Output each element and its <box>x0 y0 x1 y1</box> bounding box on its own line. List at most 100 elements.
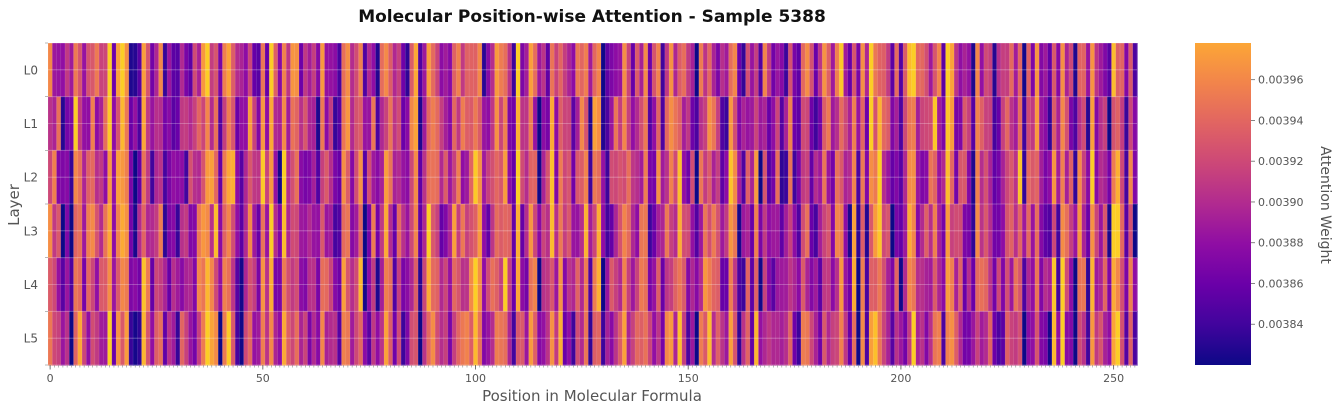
heatmap-cell <box>639 204 645 259</box>
heatmap-cell <box>141 204 147 259</box>
heatmap-cell <box>971 150 976 205</box>
heatmap-cell <box>941 96 947 151</box>
heatmap-cell <box>256 311 262 366</box>
heatmap-cell <box>358 43 364 98</box>
heatmap-cell <box>907 150 913 205</box>
heatmap-cell <box>796 257 802 312</box>
heatmap-cell <box>405 150 411 205</box>
heatmap-cell <box>558 150 564 205</box>
heatmap-cell <box>358 204 364 259</box>
heatmap-cell <box>1017 96 1023 151</box>
heatmap-cell <box>762 96 768 151</box>
heatmap-cell <box>609 96 615 151</box>
heatmap-cell <box>82 150 87 205</box>
heatmap-cell <box>460 204 466 259</box>
heatmap-cell <box>494 43 500 98</box>
heatmap-cell <box>758 257 764 312</box>
heatmap-cell <box>800 43 806 98</box>
heatmap-cell <box>881 311 887 366</box>
heatmap-cell <box>792 150 798 205</box>
heatmap-cell <box>698 204 704 259</box>
heatmap-cell <box>1051 43 1057 98</box>
heatmap-cell <box>554 311 560 366</box>
heatmap-cell <box>56 150 62 205</box>
heatmap-cell <box>520 311 526 366</box>
heatmap-cell <box>337 96 343 151</box>
heatmap-cell <box>715 150 721 205</box>
heatmap-cell <box>954 43 959 98</box>
heatmap-cell <box>800 311 806 366</box>
heatmap-cell <box>1026 204 1032 259</box>
heatmap-cell <box>822 150 828 205</box>
heatmap-cell <box>1102 43 1108 98</box>
heatmap-cell <box>771 150 777 205</box>
heatmap-cell <box>464 96 470 151</box>
heatmap-cell <box>269 150 275 205</box>
heatmap-cell <box>384 96 389 151</box>
heatmap-cell <box>439 257 445 312</box>
heatmap-cell <box>452 257 457 312</box>
heatmap-cell <box>439 150 445 205</box>
heatmap-cell <box>388 96 394 151</box>
heatmap-cell <box>622 150 628 205</box>
heatmap-cell <box>311 311 317 366</box>
heatmap-cell <box>328 257 334 312</box>
heatmap-cell <box>881 43 887 98</box>
heatmap-cell <box>669 96 674 151</box>
heatmap-cell <box>1119 150 1125 205</box>
heatmap-cell <box>354 311 360 366</box>
heatmap-cell <box>886 43 891 98</box>
heatmap-cell <box>630 257 636 312</box>
heatmap-cell <box>150 257 155 312</box>
heatmap-cell <box>77 311 83 366</box>
heatmap-cell <box>511 257 517 312</box>
heatmap-cell <box>907 43 913 98</box>
heatmap-cell <box>660 43 666 98</box>
heatmap-cell <box>741 204 747 259</box>
heatmap-cell <box>979 43 985 98</box>
heatmap-cell <box>813 204 819 259</box>
heatmap-cell <box>477 311 483 366</box>
heatmap-cell <box>243 96 249 151</box>
heatmap-cell <box>975 43 981 98</box>
heatmap-cell <box>983 43 989 98</box>
heatmap-cell <box>175 43 181 98</box>
heatmap-cell <box>494 257 500 312</box>
heatmap-cell <box>1073 257 1079 312</box>
heatmap-cell <box>226 257 232 312</box>
heatmap-cell <box>537 96 543 151</box>
heatmap-cell <box>856 204 862 259</box>
heatmap-cell <box>1000 311 1006 366</box>
heatmap-cell <box>626 96 632 151</box>
heatmap-cell <box>1060 257 1066 312</box>
heatmap-cell <box>1077 257 1083 312</box>
heatmap-cell <box>1115 96 1121 151</box>
heatmap-cell <box>537 150 543 205</box>
x-tick-label: 150 <box>678 372 699 385</box>
heatmap-cell <box>167 311 172 366</box>
heatmap-cell <box>575 96 581 151</box>
heatmap-cell <box>418 43 423 98</box>
heatmap-cell <box>596 311 602 366</box>
heatmap-cell <box>851 150 857 205</box>
heatmap-cell <box>82 257 87 312</box>
heatmap-cell <box>1132 257 1138 312</box>
heatmap-cell <box>69 96 75 151</box>
heatmap-cell <box>554 96 560 151</box>
heatmap-cell <box>362 96 368 151</box>
heatmap-cell <box>830 43 836 98</box>
heatmap-cell <box>626 43 632 98</box>
heatmap-cell <box>792 43 798 98</box>
heatmap-cell <box>1026 96 1032 151</box>
heatmap-cell <box>103 204 109 259</box>
heatmap-cell <box>213 257 219 312</box>
heatmap-cell <box>809 204 815 259</box>
heatmap-cell <box>698 311 704 366</box>
heatmap-cell <box>107 43 113 98</box>
heatmap-cell <box>528 311 534 366</box>
heatmap-cell <box>618 96 623 151</box>
heatmap-cell <box>728 150 734 205</box>
heatmap-cell <box>1111 257 1117 312</box>
heatmap-cell <box>256 150 262 205</box>
heatmap-cell <box>754 257 759 312</box>
